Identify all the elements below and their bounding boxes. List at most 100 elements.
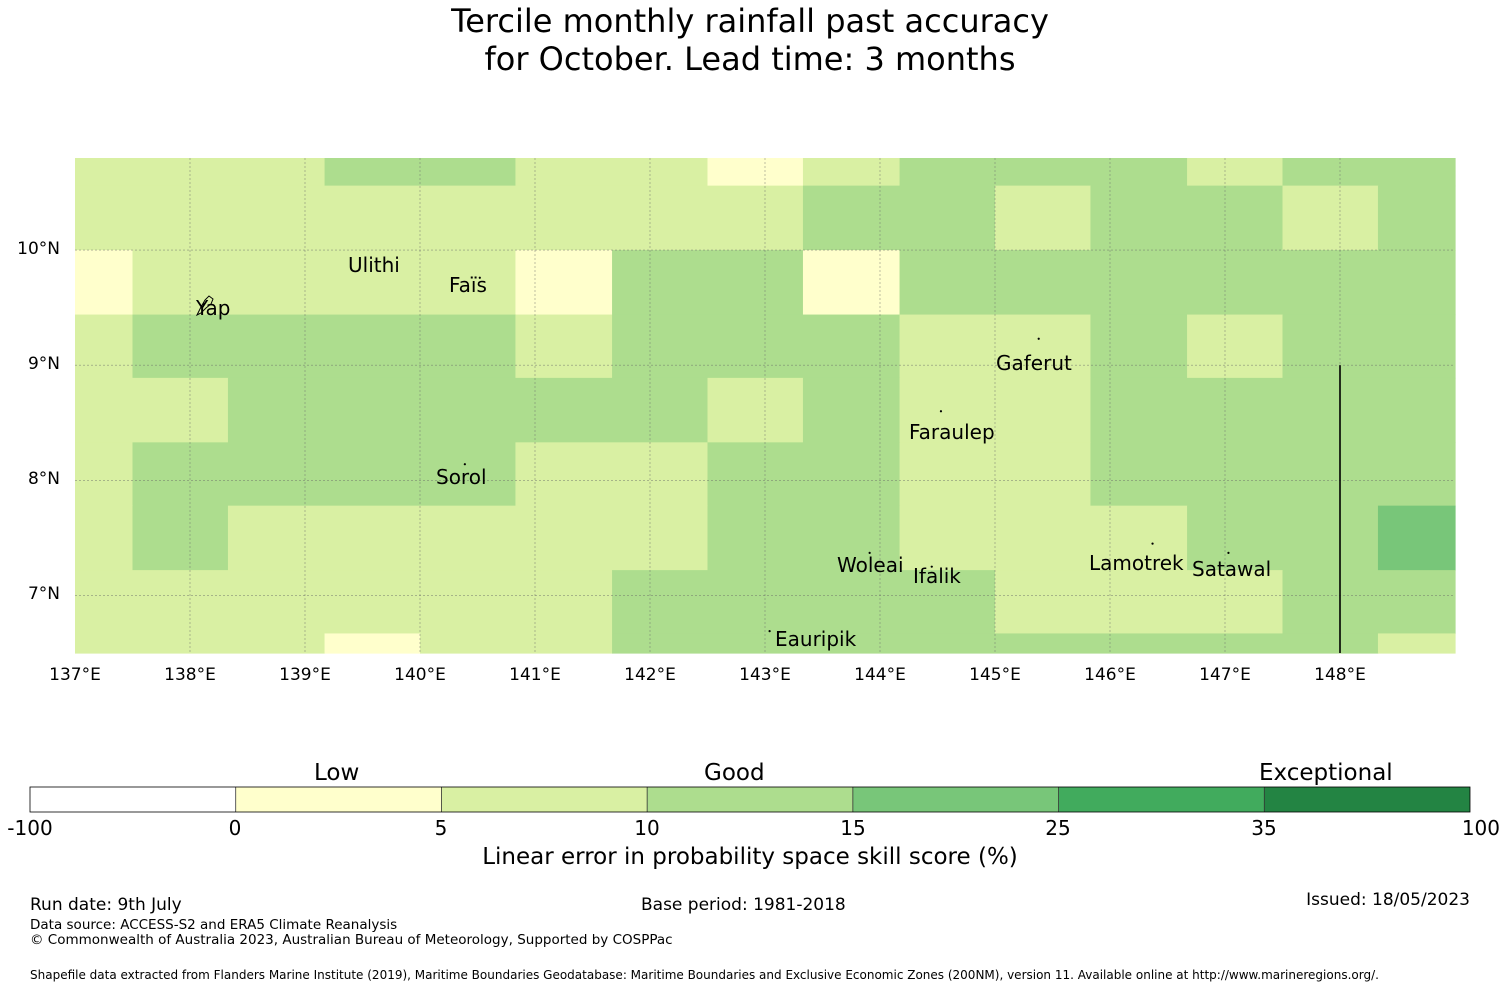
shapefile-credit: Shapefile data extracted from Flanders M…	[30, 968, 1379, 982]
skill-cell	[707, 505, 901, 571]
colorbar-title: Linear error in probability space skill …	[482, 844, 1018, 870]
lon-tick-label: 147°E	[1199, 665, 1251, 685]
skill-cell	[899, 314, 1092, 379]
issued-date: Issued: 18/05/2023	[1306, 890, 1470, 910]
skill-cell	[75, 633, 326, 654]
lon-tick-label: 137°E	[49, 665, 101, 685]
skill-cell	[1090, 185, 1284, 251]
skill-cell	[75, 570, 613, 635]
skill-cell	[612, 250, 804, 316]
skill-cell	[1377, 633, 1456, 654]
colorbar-frame	[29, 786, 1471, 813]
skill-cell	[75, 158, 326, 187]
skill-cell	[802, 158, 901, 187]
skill-cell	[1377, 185, 1456, 251]
skill-cell	[899, 158, 1188, 187]
data-source: Data source: ACCESS-S2 and ERA5 Climate …	[30, 917, 398, 933]
island-dot	[463, 463, 466, 466]
skill-cell	[75, 442, 134, 507]
skill-cell	[899, 250, 1456, 316]
lat-tick-label: 10°N	[17, 239, 60, 259]
lat-tick-label: 9°N	[27, 354, 60, 374]
lon-tick-label: 139°E	[279, 665, 331, 685]
place-label-faraulep: Faraulep	[909, 420, 995, 444]
lon-tick-label: 145°E	[969, 665, 1021, 685]
lon-tick-label: 140°E	[394, 665, 446, 685]
place-label-woleai: Woleai	[837, 553, 904, 577]
yap-island-outline	[195, 295, 214, 317]
skill-cell	[75, 314, 134, 379]
place-label-sorol: Sorol	[436, 465, 487, 489]
skill-cell	[707, 442, 901, 507]
island-markers	[195, 260, 1230, 633]
colorbar-tick-label: 15	[840, 816, 866, 840]
skill-cell	[707, 158, 804, 187]
lon-tick-label: 148°E	[1314, 665, 1366, 685]
base-period: Base period: 1981-2018	[641, 895, 846, 915]
island-dot	[868, 551, 871, 554]
lon-tick-label: 144°E	[854, 665, 906, 685]
skill-cell	[75, 505, 134, 571]
island-dot	[930, 565, 933, 568]
lon-tick-label: 141°E	[509, 665, 561, 685]
island-dot	[939, 410, 943, 413]
title-line-1: Tercile monthly rainfall past accuracy	[451, 2, 1049, 40]
place-label-gaferut: Gaferut	[996, 351, 1072, 375]
skill-cell	[899, 505, 1188, 571]
run-date: Run date: 9th July	[30, 895, 182, 915]
skill-cell	[1187, 505, 1379, 571]
copyright-notice: © Commonwealth of Australia 2023, Austra…	[30, 932, 673, 948]
place-label-lamotrek: Lamotrek	[1089, 551, 1184, 575]
place-label-satawal: Satawal	[1192, 557, 1272, 581]
skill-cell	[515, 314, 613, 379]
skill-cell	[1282, 158, 1456, 187]
skill-cell	[1282, 314, 1456, 379]
lat-tick-label: 7°N	[27, 584, 60, 604]
skill-cell	[1090, 314, 1188, 379]
skill-cell	[802, 185, 996, 251]
title-line-2: for October. Lead time: 3 months	[484, 40, 1016, 78]
island-dot	[1037, 337, 1040, 340]
colorbar-segment	[647, 787, 853, 812]
island-dot	[1151, 542, 1154, 545]
colorbar-segment	[30, 787, 236, 812]
skill-cell	[707, 377, 804, 443]
place-label-yap: Yap	[196, 296, 231, 320]
skill-cell	[132, 314, 517, 379]
skill-grid-cells	[75, 158, 1456, 654]
skill-cell	[75, 250, 134, 316]
island-dot	[386, 260, 389, 263]
map-gridlines	[75, 158, 1455, 653]
lon-tick-label: 138°E	[164, 665, 216, 685]
skill-cell	[802, 250, 901, 316]
colorbar-category-good: Good	[704, 760, 765, 786]
place-label-fais: Faïs	[449, 273, 487, 297]
lon-tick-label: 142°E	[624, 665, 676, 685]
skill-cell	[1377, 505, 1456, 571]
colorbar-segment	[1264, 787, 1470, 812]
skill-cell	[515, 250, 613, 316]
skill-cell	[612, 570, 996, 635]
skill-cell	[75, 185, 804, 251]
colorbar-tick-label: 10	[634, 816, 660, 840]
skill-cell	[899, 442, 1092, 507]
map-title: Tercile monthly rainfall past accuracy f…	[0, 2, 1500, 78]
colorbar-category-exceptional: Exceptional	[1259, 760, 1393, 786]
skill-cell	[995, 185, 1092, 251]
place-label-ulithi: Ulithi	[348, 253, 400, 277]
colorbar	[29, 786, 1471, 813]
skill-cell	[132, 505, 229, 571]
colorbar-category-low: Low	[314, 760, 360, 786]
lon-tick-label: 143°E	[739, 665, 791, 685]
colorbar-segment	[235, 787, 442, 812]
colorbar-segment	[1058, 787, 1265, 812]
skill-cell	[515, 158, 709, 187]
skill-cell	[899, 377, 1092, 443]
lat-tick-label: 8°N	[27, 469, 60, 489]
skill-cell	[420, 633, 613, 654]
skill-cell	[227, 505, 709, 571]
skill-cell	[515, 442, 709, 507]
island-dot	[1227, 551, 1230, 554]
skill-cell	[75, 377, 229, 443]
skill-cell	[132, 250, 517, 316]
